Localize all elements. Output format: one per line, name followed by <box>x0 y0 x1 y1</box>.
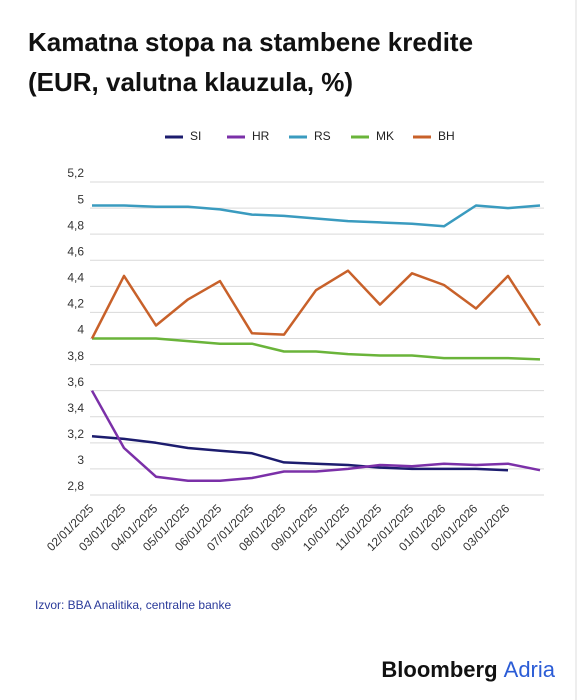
y-tick-label: 4 <box>77 323 84 337</box>
legend-label: BH <box>438 129 455 143</box>
y-tick-label: 3,8 <box>67 349 84 363</box>
y-tick-label: 4,8 <box>67 218 84 232</box>
legend-label: SI <box>190 129 201 143</box>
chart-title: Kamatna stopa na stambene kredite <box>28 27 473 57</box>
source-note: Izvor: BBA Analitika, centralne banke <box>35 598 231 612</box>
legend-label: RS <box>314 129 331 143</box>
brand-name: Bloomberg <box>381 657 497 682</box>
y-tick-label: 4,2 <box>67 297 84 311</box>
y-tick-label: 2,8 <box>67 479 84 493</box>
y-tick-label: 3,2 <box>67 427 84 441</box>
y-tick-label: 4,4 <box>67 271 84 285</box>
y-tick-label: 5,2 <box>67 166 84 180</box>
brand-name: Adria <box>504 657 556 682</box>
legend-label: MK <box>376 129 394 143</box>
series-line <box>91 435 509 472</box>
series-line <box>90 269 542 340</box>
brand-logo: Bloomberg Adria <box>381 657 555 682</box>
y-tick-label: 3,6 <box>67 375 84 389</box>
y-tick-label: 5 <box>77 192 84 206</box>
chart-title: (EUR, valutna klauzula, %) <box>28 67 353 97</box>
series-line <box>92 337 541 361</box>
series-line <box>90 390 541 482</box>
series-line <box>92 204 541 228</box>
legend-label: HR <box>252 129 270 143</box>
y-tick-label: 3 <box>77 453 84 467</box>
y-tick-label: 4,6 <box>67 244 84 258</box>
y-tick-label: 3,4 <box>67 401 84 415</box>
